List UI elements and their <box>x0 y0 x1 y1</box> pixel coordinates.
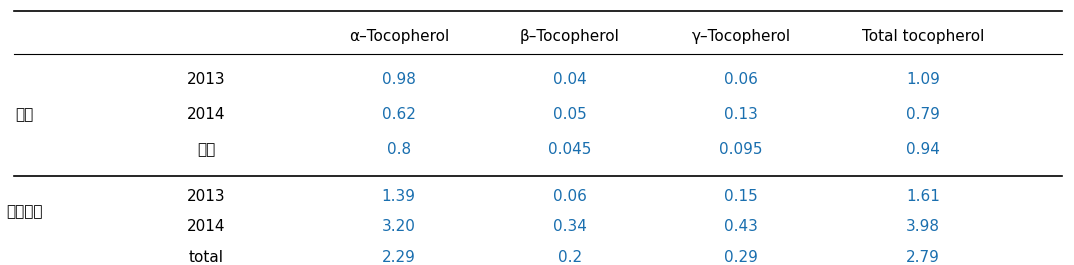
Text: 1.61: 1.61 <box>906 189 940 204</box>
Text: 0.06: 0.06 <box>553 189 586 204</box>
Text: 2013: 2013 <box>187 189 226 204</box>
Text: 0.98: 0.98 <box>382 72 416 87</box>
Text: α–Tocopherol: α–Tocopherol <box>349 29 449 44</box>
Text: 토코홍미: 토코홍미 <box>6 204 43 219</box>
Text: 3.20: 3.20 <box>382 219 416 235</box>
Text: 1.09: 1.09 <box>906 72 940 87</box>
Text: 0.94: 0.94 <box>906 142 940 157</box>
Text: 0.29: 0.29 <box>724 250 758 264</box>
Text: 0.2: 0.2 <box>557 250 582 264</box>
Text: 0.095: 0.095 <box>720 142 763 157</box>
Text: 0.15: 0.15 <box>724 189 758 204</box>
Text: 0.8: 0.8 <box>387 142 411 157</box>
Text: 3.98: 3.98 <box>905 219 940 235</box>
Text: 0.43: 0.43 <box>724 219 758 235</box>
Text: 0.34: 0.34 <box>553 219 586 235</box>
Text: 0.06: 0.06 <box>724 72 758 87</box>
Text: 평균: 평균 <box>198 142 216 157</box>
Text: 동안: 동안 <box>15 107 33 122</box>
Text: Total tocopherol: Total tocopherol <box>861 29 984 44</box>
Text: total: total <box>189 250 223 264</box>
Text: 2.29: 2.29 <box>382 250 416 264</box>
Text: 0.045: 0.045 <box>548 142 592 157</box>
Text: 2013: 2013 <box>187 72 226 87</box>
Text: 2014: 2014 <box>187 219 226 235</box>
Text: 0.04: 0.04 <box>553 72 586 87</box>
Text: 0.13: 0.13 <box>724 107 758 122</box>
Text: 2014: 2014 <box>187 107 226 122</box>
Text: γ–Tocopherol: γ–Tocopherol <box>692 29 790 44</box>
Text: 0.05: 0.05 <box>553 107 586 122</box>
Text: β–Tocopherol: β–Tocopherol <box>520 29 620 44</box>
Text: 1.39: 1.39 <box>381 189 416 204</box>
Text: 2.79: 2.79 <box>906 250 940 264</box>
Text: 0.62: 0.62 <box>382 107 416 122</box>
Text: 0.79: 0.79 <box>906 107 940 122</box>
